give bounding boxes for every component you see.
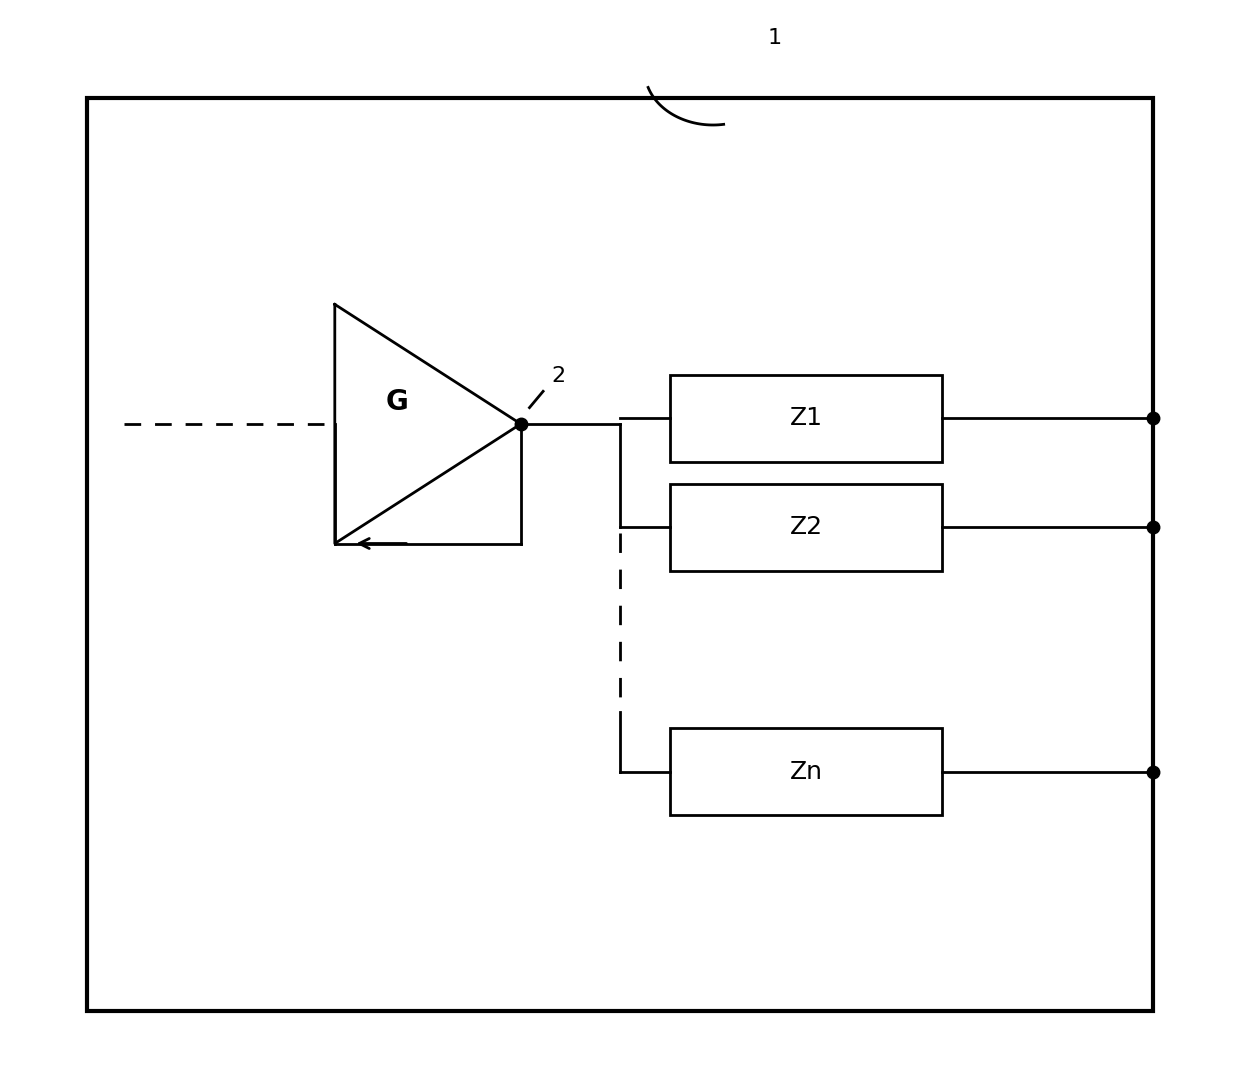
- Bar: [87, 98, 1153, 1011]
- Text: Zn: Zn: [790, 760, 822, 784]
- Bar: [670, 375, 942, 462]
- Text: 2: 2: [552, 366, 565, 386]
- Text: Z2: Z2: [790, 515, 822, 539]
- Text: G: G: [386, 388, 408, 416]
- Bar: [670, 484, 942, 571]
- Text: Z1: Z1: [790, 407, 822, 430]
- Text: 1: 1: [768, 28, 782, 48]
- Bar: [670, 728, 942, 815]
